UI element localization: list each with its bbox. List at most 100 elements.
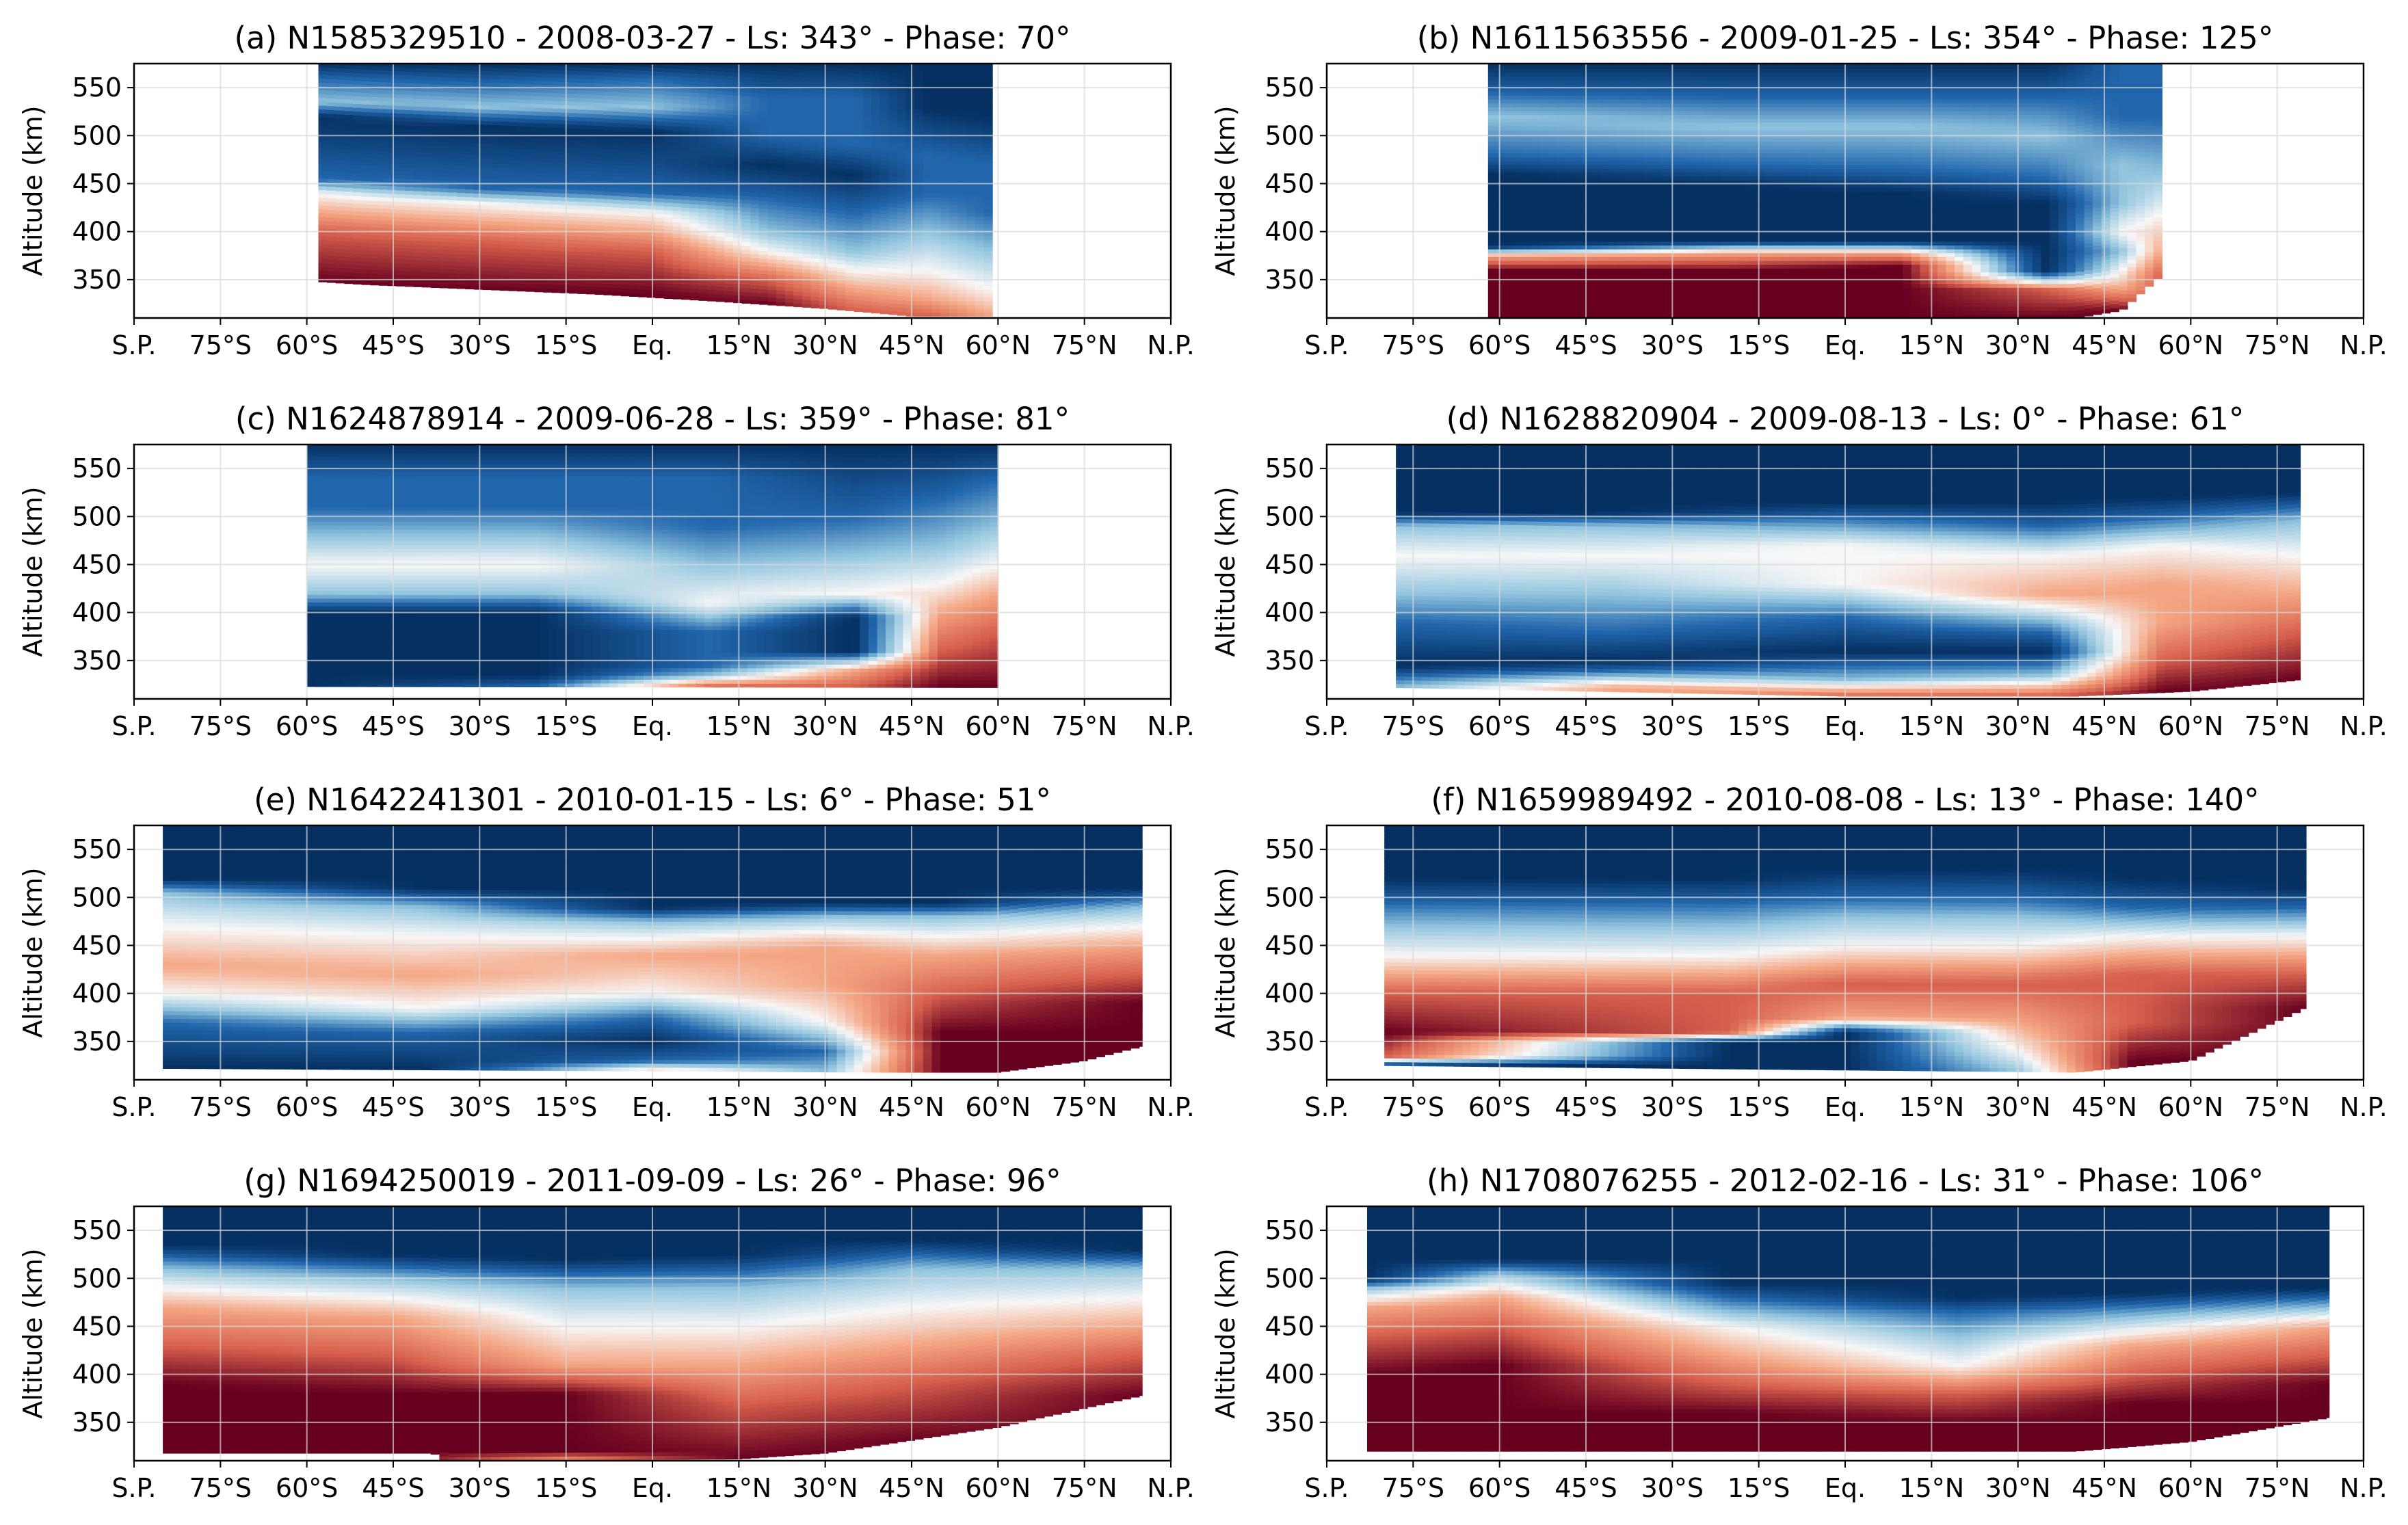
heatmap-cell <box>430 226 440 230</box>
heatmap-cell <box>491 109 501 114</box>
heatmap-cell <box>741 249 751 254</box>
heatmap-cell <box>715 159 725 164</box>
heatmap-cell <box>577 116 587 122</box>
heatmap-cell <box>335 240 345 246</box>
heatmap-cell <box>448 241 458 247</box>
heatmap-cell <box>525 99 535 104</box>
heatmap-cell <box>646 209 656 213</box>
heatmap-cell <box>758 200 769 205</box>
heatmap-cell <box>802 188 812 193</box>
heatmap-cell <box>819 193 829 198</box>
heatmap-cell <box>888 237 898 242</box>
heatmap-cell <box>828 109 838 114</box>
heatmap-cell <box>594 168 605 172</box>
heatmap-cell <box>767 216 777 221</box>
heatmap-cell <box>802 134 812 139</box>
heatmap-cell <box>637 93 648 98</box>
heatmap-cell <box>646 113 656 118</box>
heatmap-cell <box>353 265 362 269</box>
heatmap-cell <box>456 269 466 274</box>
heatmap-cell <box>473 212 484 217</box>
heatmap-cell <box>750 154 760 159</box>
heatmap-cell <box>966 162 976 167</box>
heatmap-cell <box>698 120 708 124</box>
heatmap-cell <box>793 237 803 242</box>
heatmap-cell <box>931 239 941 244</box>
heatmap-cell <box>689 127 700 132</box>
heatmap-cell <box>517 64 527 69</box>
heatmap-cell <box>715 182 725 187</box>
heatmap-cell <box>758 262 769 267</box>
heatmap-cell <box>724 102 734 107</box>
heatmap-cell <box>430 249 440 254</box>
heatmap-cell <box>957 285 967 290</box>
heatmap-cell <box>854 138 864 143</box>
heatmap-cell <box>646 132 656 137</box>
heatmap-cell <box>482 144 492 148</box>
heatmap-cell <box>715 243 725 248</box>
heatmap-cell <box>404 117 414 122</box>
heatmap-cell <box>949 93 959 98</box>
heatmap-cell <box>456 284 466 289</box>
heatmap-cell <box>810 242 820 247</box>
heatmap-cell <box>586 186 596 191</box>
heatmap-cell <box>802 234 812 239</box>
heatmap-cell <box>543 150 553 155</box>
heatmap-cell <box>655 121 665 126</box>
heatmap-cell <box>456 176 466 182</box>
heatmap-cell <box>646 266 656 271</box>
heatmap-cell <box>473 135 484 140</box>
heatmap-cell <box>543 107 553 112</box>
heatmap-cell <box>568 120 579 125</box>
heatmap-cell <box>318 166 328 171</box>
heatmap-cell <box>983 269 993 275</box>
heatmap-cell <box>793 126 803 131</box>
heatmap-cell <box>404 252 414 256</box>
y-axis-label: Altitude (km) <box>18 105 48 276</box>
heatmap-cell <box>983 304 993 309</box>
heatmap-cell <box>473 204 484 209</box>
heatmap-cell <box>508 110 518 115</box>
heatmap-cell <box>361 131 371 135</box>
heatmap-cell <box>439 68 449 73</box>
heatmap-cell <box>923 143 933 148</box>
heatmap-cell <box>957 312 967 317</box>
heatmap-cell <box>413 263 423 268</box>
heatmap-cell <box>983 254 993 259</box>
heatmap-cell <box>413 102 423 107</box>
heatmap-cell <box>517 202 527 207</box>
heatmap-cell <box>586 255 596 260</box>
heatmap-cell <box>707 224 717 228</box>
heatmap-cell <box>949 212 959 217</box>
heatmap-cell <box>534 226 544 231</box>
heatmap-cell <box>698 239 708 243</box>
heatmap-cell <box>344 91 354 96</box>
heatmap-cell <box>802 64 812 66</box>
heatmap-cell <box>741 153 751 158</box>
heatmap-cell <box>396 267 406 271</box>
heatmap-cell <box>707 235 717 240</box>
heatmap-cell <box>594 98 605 103</box>
heatmap-cell <box>378 66 388 71</box>
heatmap-cell <box>396 78 406 83</box>
heatmap-cell <box>525 149 535 154</box>
heatmap-cell <box>361 188 371 193</box>
heatmap-cell <box>637 258 648 263</box>
heatmap-cell <box>707 90 717 94</box>
heatmap-cell <box>508 171 518 176</box>
heatmap-cell <box>344 233 354 238</box>
heatmap-cell <box>594 244 605 249</box>
heatmap-cell <box>689 111 700 116</box>
heatmap-cell <box>370 92 380 98</box>
heatmap-cell <box>577 255 587 260</box>
heatmap-cell <box>586 221 596 226</box>
heatmap-cell <box>396 86 406 91</box>
heatmap-cell <box>784 121 795 127</box>
heatmap-cell <box>914 185 924 190</box>
heatmap-cell <box>949 159 959 163</box>
heatmap-cell <box>672 218 682 223</box>
heatmap-cell <box>715 105 725 110</box>
heatmap-cell <box>517 237 527 242</box>
heatmap-cell <box>741 126 751 131</box>
heatmap-cell <box>983 155 993 159</box>
